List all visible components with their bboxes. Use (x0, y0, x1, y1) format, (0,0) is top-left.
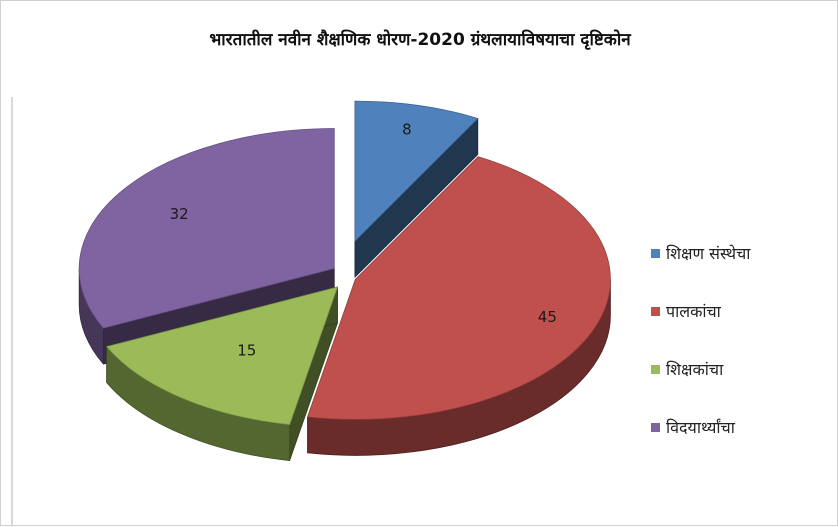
slice-1-top (354, 100, 479, 242)
legend-label: शिक्षकांचा (666, 360, 724, 379)
chart-title: भारतातील नवीन शैक्षणिक धोरण-2020 ग्रंथला… (209, 30, 631, 50)
legend-item-1: शिक्षण संस्थेचा (651, 241, 750, 265)
legend-item-2: पालकांचा (651, 299, 721, 323)
legend-item-4: विदयार्थ्यांचा (651, 415, 735, 439)
slice-2-top (307, 156, 611, 420)
legend-label: विदयार्थ्यांचा (666, 418, 735, 437)
legend-label: पालकांचा (666, 302, 721, 321)
legend-label: शिक्षण संस्थेचा (666, 244, 751, 263)
frame-shadow (11, 97, 13, 527)
data-label-1: 8 (402, 120, 412, 138)
data-label-3: 15 (237, 342, 256, 360)
slice-3-top (106, 286, 338, 425)
data-label-4: 32 (170, 205, 189, 223)
data-label-2: 45 (538, 308, 557, 326)
legend-item-3: शिक्षकांचा (651, 357, 723, 381)
legend-swatch (651, 248, 660, 258)
data-label-group: 8 45 15 32 (170, 120, 557, 359)
legend-swatch (651, 364, 660, 374)
slice-4-top (78, 128, 335, 329)
slice-top-group (78, 100, 611, 425)
legend-swatch (651, 306, 660, 316)
legend-swatch (651, 422, 660, 432)
